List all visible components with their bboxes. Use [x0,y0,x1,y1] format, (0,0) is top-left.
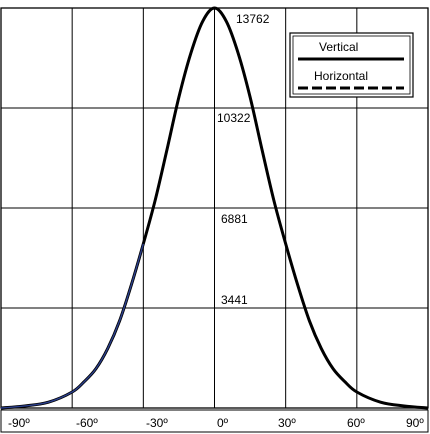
series-left-tail-highlight [0,243,145,409]
x-tick-label: 0º [217,416,229,430]
x-tick-label: 90º [406,416,424,430]
y-label-3441: 3441 [221,293,248,307]
legend-label-horizontal: Horizontal [314,69,368,83]
x-tick-label: 30º [278,416,296,430]
y-label-10322: 10322 [217,111,251,125]
x-tick-label: -60º [76,416,98,430]
y-value-labels: 13762 10322 6881 3441 [217,12,270,307]
series-layer [0,6,429,410]
y-label-13762: 13762 [236,12,270,26]
x-axis-label-strip [0,409,429,433]
legend-inner-box [292,35,411,95]
y-label-6881: 6881 [221,212,248,226]
x-axis-tick-labels: -90º -60º -30º 0º 30º 60º 90º [0,409,429,433]
x-tick-label: -30º [146,416,168,430]
x-tick-label: -90º [8,416,30,430]
legend: Vertical Horizontal [289,32,414,98]
x-tick-label: 60º [347,416,365,430]
legend-box [289,32,414,98]
legend-label-vertical: Vertical [319,40,358,54]
